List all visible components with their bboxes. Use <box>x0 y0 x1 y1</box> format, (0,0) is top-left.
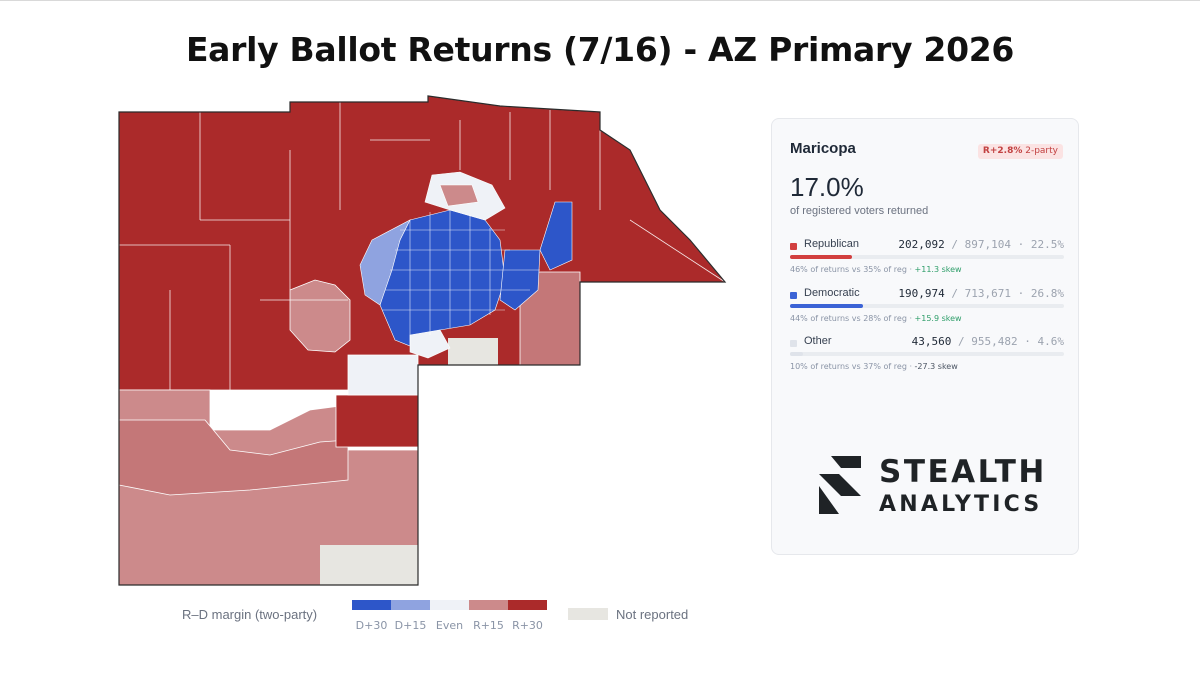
legend-swatch-r30 <box>508 600 547 610</box>
county-name: Maricopa <box>790 140 856 157</box>
return-rate: 22.5% <box>1030 238 1064 251</box>
returned-count: 43,560 <box>911 335 952 348</box>
legend-swatch-even <box>430 600 469 610</box>
map-region-metro-east[interactable] <box>539 201 573 271</box>
logo-mark-icon <box>819 456 861 514</box>
legend-tick-r30: R+30 <box>512 619 543 632</box>
skew-value: +15.9 skew <box>914 314 962 323</box>
republican-swatch <box>790 243 797 250</box>
turnout-caption: of registered voters returned <box>790 205 929 217</box>
margin-badge-suffix: 2-party <box>1025 146 1058 156</box>
other-swatch <box>790 340 797 347</box>
rate-bar-fill <box>790 304 864 308</box>
county-detail-panel: Maricopa R+2.8% 2-party 17.0% of registe… <box>771 118 1079 555</box>
logo-line2: ANALYTICS <box>879 492 1043 517</box>
legend-swatch-d30 <box>352 600 391 610</box>
precinct-map[interactable] <box>110 90 740 595</box>
party-skew-line: 44% of returns vs 28% of reg · +15.9 ske… <box>790 314 962 323</box>
map-region-southeast-block[interactable] <box>335 394 419 448</box>
registered-count: 897,104 <box>964 238 1011 251</box>
top-divider <box>0 0 1200 1</box>
returned-count: 202,092 <box>898 238 945 251</box>
turnout-value: 17.0% <box>790 172 864 202</box>
map-not-reported-south[interactable] <box>320 545 418 585</box>
party-name: Republican <box>804 238 860 250</box>
rate-bar-fill <box>790 352 803 356</box>
page-title: Early Ballot Returns (7/16) - AZ Primary… <box>185 30 1015 69</box>
registered-count: 713,671 <box>964 287 1011 300</box>
legend-title: R–D margin (two-party) <box>182 607 318 622</box>
party-numbers: 43,560 / 955,482 · 4.6% <box>911 335 1065 348</box>
reg-share: 35% <box>863 265 881 274</box>
legend-swatch-r15 <box>469 600 508 610</box>
map-region-metro-ring[interactable] <box>289 279 351 353</box>
returns-share: 44% <box>790 314 808 323</box>
rate-bar-track <box>790 352 1064 356</box>
legend-swatch-d15 <box>391 600 430 610</box>
map-not-reported-east[interactable] <box>448 338 498 365</box>
map-region-metro-sw[interactable] <box>409 329 451 359</box>
party-name: Other <box>804 335 832 347</box>
returns-share: 46% <box>790 265 808 274</box>
legend-tick-d15: D+15 <box>394 619 427 632</box>
reg-share: 28% <box>863 314 881 323</box>
democratic-swatch <box>790 292 797 299</box>
rate-bar-track <box>790 255 1064 259</box>
legend-tick-even: Even <box>435 619 464 632</box>
skew-value: +11.3 skew <box>914 265 962 274</box>
map-region-metro-east2[interactable] <box>499 249 541 311</box>
county-boundaries <box>119 102 726 390</box>
legend-not-reported-label: Not reported <box>616 607 689 622</box>
returns-share: 10% <box>790 362 808 371</box>
legend-tick-r15: R+15 <box>473 619 504 632</box>
party-numbers: 190,974 / 713,671 · 26.8% <box>898 287 1064 300</box>
margin-badge: R+2.8% 2-party <box>977 144 1063 159</box>
registered-count: 955,482 <box>971 335 1018 348</box>
stealth-analytics-logo: STEALTH ANALYTICS <box>817 454 1047 524</box>
returned-count: 190,974 <box>898 287 945 300</box>
map-legend: R–D margin (two-party) D+30 D+15 Even R+… <box>182 598 742 638</box>
legend-tick-d30: D+30 <box>355 619 388 632</box>
party-numbers: 202,092 / 897,104 · 22.5% <box>898 238 1064 251</box>
precinct-gridlines <box>382 210 540 345</box>
rate-bar-track <box>790 304 1064 308</box>
return-rate: 26.8% <box>1030 287 1064 300</box>
rate-bar-fill <box>790 255 852 259</box>
party-skew-line: 10% of returns vs 37% of reg · -27.3 ske… <box>790 362 958 371</box>
logo-line1: STEALTH <box>879 454 1047 490</box>
skew-value: -27.3 skew <box>914 362 958 371</box>
county-outline <box>118 95 727 586</box>
map-region-metro-lean-r[interactable] <box>439 184 479 207</box>
reg-share: 37% <box>863 362 881 371</box>
map-svg[interactable] <box>110 90 740 595</box>
map-region-metro-lean-d[interactable] <box>359 219 411 306</box>
map-region-central-south[interactable] <box>347 354 419 396</box>
party-skew-line: 46% of returns vs 35% of reg · +11.3 ske… <box>790 265 962 274</box>
party-name: Democratic <box>804 287 860 299</box>
margin-badge-value: R+2.8% <box>982 146 1023 156</box>
legend-swatch-not-reported <box>568 608 608 620</box>
return-rate: 4.6% <box>1037 335 1065 348</box>
